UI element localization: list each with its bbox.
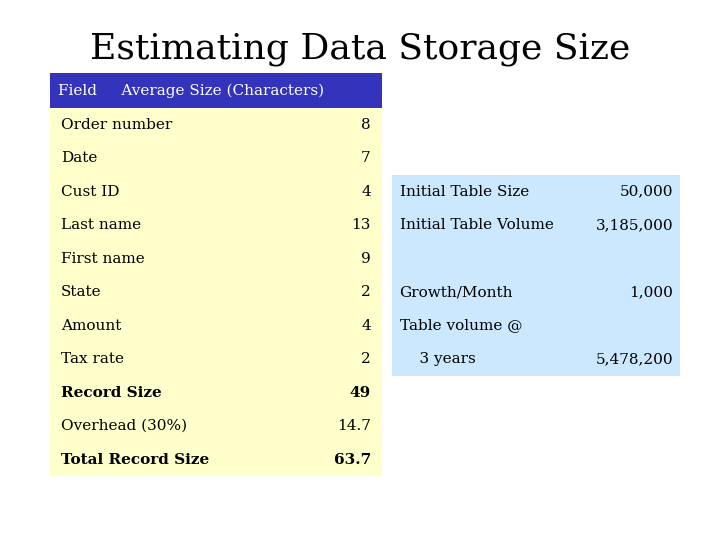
Text: Amount: Amount	[61, 319, 122, 333]
Text: 4: 4	[361, 319, 371, 333]
Text: 49: 49	[349, 386, 371, 400]
Text: Tax rate: Tax rate	[61, 352, 125, 366]
Text: Total Record Size: Total Record Size	[61, 453, 210, 467]
Text: Overhead (30%): Overhead (30%)	[61, 419, 187, 433]
FancyBboxPatch shape	[50, 108, 382, 476]
Text: 1,000: 1,000	[629, 285, 673, 299]
Text: Table volume @: Table volume @	[400, 319, 522, 333]
Text: 4: 4	[361, 185, 371, 199]
FancyBboxPatch shape	[50, 73, 382, 108]
FancyBboxPatch shape	[392, 175, 680, 376]
Text: State: State	[61, 285, 102, 299]
Text: Initial Table Size: Initial Table Size	[400, 185, 529, 199]
Text: Last name: Last name	[61, 218, 141, 232]
Text: 2: 2	[361, 352, 371, 366]
Text: 5,478,200: 5,478,200	[595, 352, 673, 366]
Text: Order number: Order number	[61, 118, 173, 132]
Text: First name: First name	[61, 252, 145, 266]
Text: Growth/Month: Growth/Month	[400, 285, 513, 299]
Text: Estimating Data Storage Size: Estimating Data Storage Size	[90, 32, 630, 65]
Text: 14.7: 14.7	[337, 419, 371, 433]
Text: 50,000: 50,000	[620, 185, 673, 199]
Text: Initial Table Volume: Initial Table Volume	[400, 218, 554, 232]
Text: 3 years: 3 years	[400, 352, 475, 366]
Text: 63.7: 63.7	[333, 453, 371, 467]
Text: Record Size: Record Size	[61, 386, 162, 400]
Text: Field     Average Size (Characters): Field Average Size (Characters)	[58, 83, 324, 98]
Text: 13: 13	[351, 218, 371, 232]
Text: 3,185,000: 3,185,000	[595, 218, 673, 232]
Text: 2: 2	[361, 285, 371, 299]
Text: 9: 9	[361, 252, 371, 266]
Text: Date: Date	[61, 151, 98, 165]
Text: 8: 8	[361, 118, 371, 132]
Text: Cust ID: Cust ID	[61, 185, 120, 199]
Text: 7: 7	[361, 151, 371, 165]
